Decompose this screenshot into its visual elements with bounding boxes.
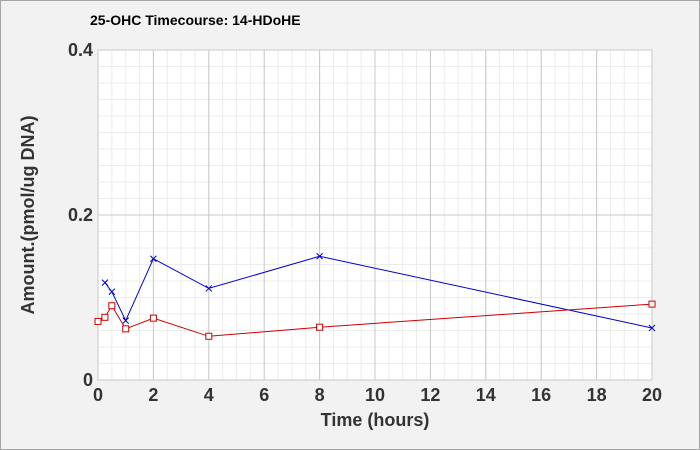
x-tick-label: 10 (365, 385, 385, 405)
x-tick-label: 14 (476, 385, 496, 405)
major-grid (97, 49, 653, 381)
x-tick-label: 4 (204, 385, 214, 405)
y-tick-label: 0 (83, 370, 93, 390)
plot-border (97, 49, 653, 381)
series-2 (94, 300, 656, 340)
data-point (108, 302, 116, 310)
data-point (122, 325, 130, 333)
series-1 (101, 252, 656, 332)
data-point (149, 314, 157, 322)
data-point (150, 255, 157, 263)
data-point (205, 332, 213, 340)
series-layer (94, 252, 656, 340)
data-point (648, 324, 656, 332)
x-axis-title: Time (hours) (321, 410, 430, 430)
data-point (205, 285, 213, 292)
x-tick-label: 20 (642, 385, 662, 405)
y-tick-label: 0.2 (68, 205, 93, 225)
x-tick-label: 8 (315, 385, 325, 405)
x-tick-label: 6 (259, 385, 269, 405)
y-tick-label: 0.4 (68, 40, 93, 60)
chart-title: 25-OHC Timecourse: 14-HDoHE (90, 12, 301, 28)
x-tick-label: 16 (531, 385, 551, 405)
tick-labels: 0 2 4 6 8 10 12 14 16 18 20 0 0.2 0.4 (68, 40, 662, 405)
data-point (316, 323, 324, 331)
data-point (122, 317, 130, 324)
x-tick-label: 18 (587, 385, 607, 405)
data-point (316, 252, 323, 260)
x-tick-label: 2 (148, 385, 158, 405)
x-tick-label: 0 (93, 385, 103, 405)
data-point (101, 313, 109, 321)
x-tick-label: 12 (420, 385, 440, 405)
data-point (648, 300, 656, 308)
data-point (94, 317, 102, 325)
data-point (101, 279, 109, 287)
y-axis-title: Amount.(pmol/ug DNA) (18, 116, 38, 315)
data-point (108, 288, 116, 296)
